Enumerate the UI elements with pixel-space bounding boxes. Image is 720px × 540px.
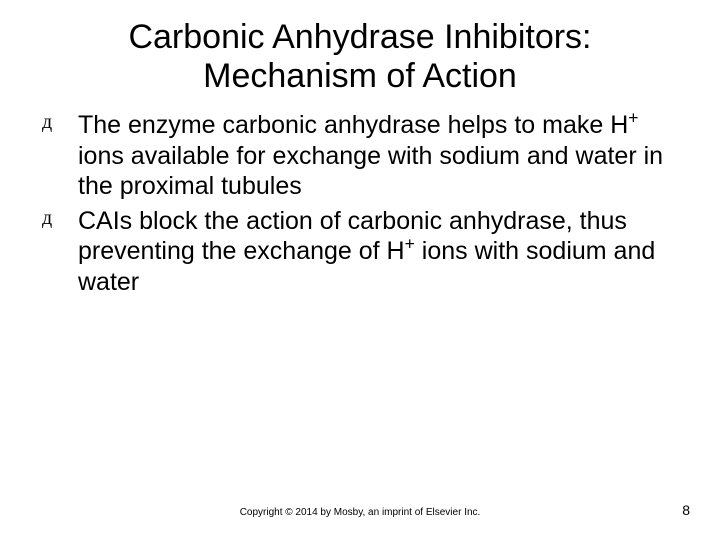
slide-body: д The enzyme carbonic anhydrase helps to… xyxy=(30,110,690,297)
bullet-text-pre: The enzyme carbonic anhydrase helps to m… xyxy=(78,111,628,139)
bullet-text: The enzyme carbonic anhydrase helps to m… xyxy=(78,110,682,202)
superscript: + xyxy=(628,108,638,128)
bullet-icon: д xyxy=(38,206,78,230)
bullet-text-post: ions available for exchange with sodium … xyxy=(78,142,663,201)
list-item: д The enzyme carbonic anhydrase helps to… xyxy=(38,110,682,202)
copyright-text: Copyright © 2014 by Mosby, an imprint of… xyxy=(70,507,650,518)
slide: Carbonic Anhydrase Inhibitors: Mechanism… xyxy=(0,0,720,540)
bullet-list: д The enzyme carbonic anhydrase helps to… xyxy=(38,110,682,297)
page-number: 8 xyxy=(650,502,690,518)
bullet-text: CAIs block the action of carbonic anhydr… xyxy=(78,206,682,298)
title-line-2: Mechanism of Action xyxy=(30,57,690,96)
bullet-icon: д xyxy=(38,110,78,134)
slide-footer: Copyright © 2014 by Mosby, an imprint of… xyxy=(0,502,720,518)
title-line-1: Carbonic Anhydrase Inhibitors: xyxy=(30,18,690,57)
slide-title: Carbonic Anhydrase Inhibitors: Mechanism… xyxy=(30,18,690,96)
superscript: + xyxy=(405,234,415,254)
list-item: д CAIs block the action of carbonic anhy… xyxy=(38,206,682,298)
